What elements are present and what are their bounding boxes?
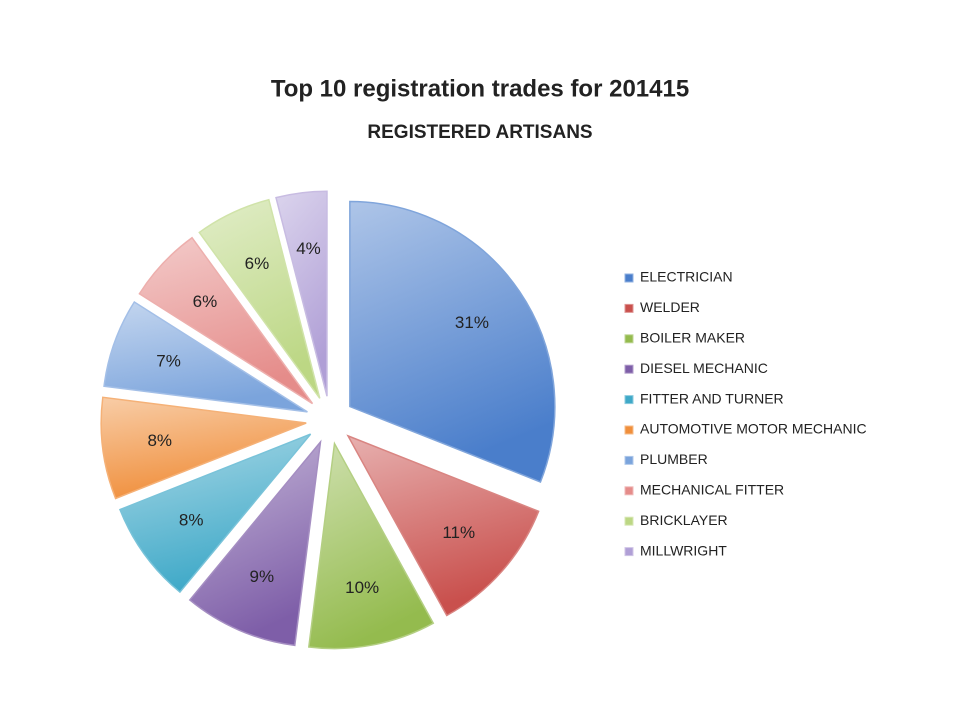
legend-label: MECHANICAL FITTER — [640, 482, 784, 498]
legend-swatch — [624, 486, 634, 496]
data-label: 31% — [455, 313, 489, 332]
legend-swatch — [624, 364, 634, 374]
data-label: 9% — [250, 567, 275, 586]
data-label: 8% — [147, 431, 172, 450]
pie-slice — [138, 236, 314, 405]
data-label: 11% — [442, 523, 475, 542]
legend-swatch — [624, 425, 634, 435]
legend-swatch — [624, 516, 634, 526]
legend-label: WELDER — [640, 299, 700, 315]
pie-slice — [119, 433, 312, 594]
data-label: 10% — [345, 578, 379, 597]
pie-slice — [198, 198, 321, 399]
pie-slice — [100, 396, 307, 500]
chart-title: Top 10 registration trades for 201415 — [271, 75, 689, 102]
data-label: 7% — [156, 351, 181, 370]
data-label: 8% — [179, 510, 204, 529]
legend-label: BOILER MAKER — [640, 330, 745, 346]
legend-label: DIESEL MECHANIC — [640, 360, 768, 376]
legend-swatch — [624, 273, 634, 283]
legend-label: FITTER AND TURNER — [640, 390, 784, 406]
legend-label: MILLWRIGHT — [640, 542, 727, 558]
pie-slice — [346, 434, 540, 617]
pie-slice — [307, 441, 435, 650]
legend-swatch — [624, 455, 634, 465]
pie-slice — [103, 300, 308, 413]
pie-slice — [188, 439, 322, 647]
legend-swatch — [624, 547, 634, 557]
pie-slice — [275, 190, 328, 397]
legend-swatch — [624, 303, 634, 313]
legend-label: ELECTRICIAN — [640, 269, 733, 285]
data-label: 6% — [245, 254, 270, 273]
chart-subtitle: REGISTERED ARTISANS — [367, 122, 592, 143]
legend-label: PLUMBER — [640, 451, 708, 467]
legend-swatch — [624, 395, 634, 405]
data-label: 4% — [296, 239, 321, 258]
legend-label: AUTOMOTIVE MOTOR MECHANIC — [640, 421, 867, 437]
pie-slice — [349, 200, 556, 483]
legend-label: BRICKLAYER — [640, 512, 728, 528]
data-label: 6% — [193, 292, 218, 311]
legend-swatch — [624, 334, 634, 344]
